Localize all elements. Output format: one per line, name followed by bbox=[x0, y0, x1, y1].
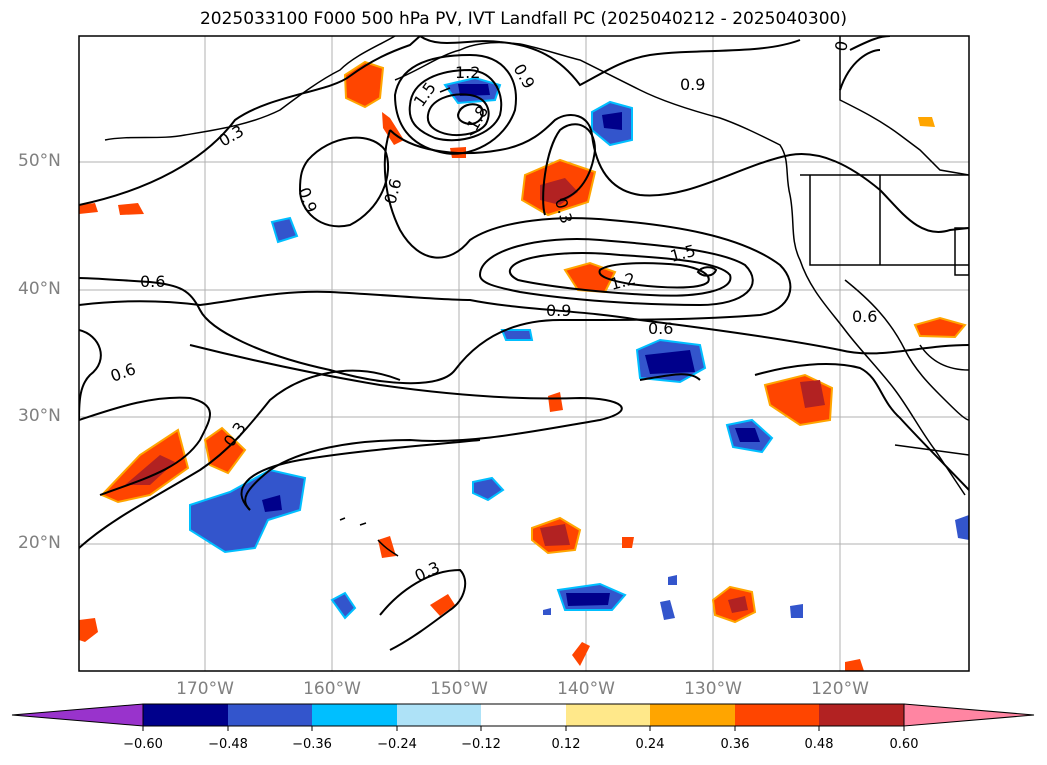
colorbar-tick-label: 0.60 bbox=[889, 737, 919, 752]
colorbar-tick-label: −0.60 bbox=[123, 737, 163, 752]
contour-label: 0.6 bbox=[648, 319, 673, 338]
lon-label: 140°W bbox=[557, 679, 615, 699]
lon-label: 120°W bbox=[811, 679, 869, 699]
colorbar-tick-label: −0.48 bbox=[208, 737, 248, 752]
lat-label: 40°N bbox=[18, 279, 61, 299]
lon-label: 160°W bbox=[303, 679, 361, 699]
colorbar-tick-label: −0.24 bbox=[377, 737, 417, 752]
contour-label: 0.6 bbox=[140, 272, 165, 291]
contour-label: 0.9 bbox=[680, 75, 705, 94]
lat-label: 20°N bbox=[18, 533, 61, 553]
pv-contours bbox=[79, 36, 969, 651]
colorbar-tick-label: 0.24 bbox=[635, 737, 665, 752]
colorbar-tick-label: 0.36 bbox=[720, 737, 750, 752]
lon-label: 150°W bbox=[430, 679, 488, 699]
contour-label: 0.9 bbox=[546, 301, 571, 320]
map-frame bbox=[78, 35, 970, 672]
map-title: 2025033100 F000 500 hPa PV, IVT Landfall… bbox=[199, 9, 847, 29]
lon-label: 170°W bbox=[176, 679, 234, 699]
coastlines bbox=[104, 36, 969, 557]
lat-label: 50°N bbox=[18, 151, 61, 171]
contour-label: 1.2 bbox=[455, 63, 480, 82]
colorbar bbox=[11, 703, 1035, 731]
colorbar-tick-label: −0.12 bbox=[461, 737, 501, 752]
contour-label: 0.6 bbox=[852, 307, 877, 326]
colorbar-tick-label: 0.48 bbox=[804, 737, 834, 752]
colorbar-tick-label: 0.12 bbox=[551, 737, 581, 752]
lon-label: 130°W bbox=[684, 679, 742, 699]
lat-label: 30°N bbox=[18, 406, 61, 426]
contour-label: 0 bbox=[831, 39, 851, 52]
colorbar-tick-label: −0.36 bbox=[292, 737, 332, 752]
